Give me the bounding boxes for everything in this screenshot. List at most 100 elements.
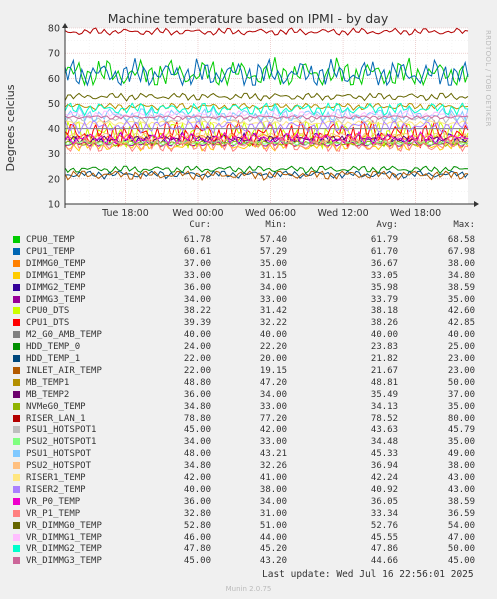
legend-avg-value: 52.76 — [370, 520, 398, 531]
legend-swatch — [13, 497, 20, 505]
legend-row: RISER2_TEMP 40.00 38.00 40.92 43.00 — [0, 484, 497, 496]
legend-avg-value: 21.67 — [370, 365, 398, 376]
legend-max-value: 67.98 — [447, 246, 475, 257]
legend-row: NVMeG0_TEMP 34.80 33.00 34.13 35.00 — [0, 401, 497, 413]
legend-cur-value: 40.00 — [183, 484, 211, 495]
legend-row: RISER1_TEMP 42.00 41.00 42.24 43.00 — [0, 472, 497, 484]
legend-avg-value: 48.81 — [370, 377, 398, 388]
legend-series-name: M2_G0_AMB_TEMP — [26, 330, 102, 341]
series-line — [64, 140, 469, 147]
legend-min-value: 77.20 — [259, 413, 287, 424]
legend-cur-value: 39.39 — [183, 318, 211, 329]
y-tick-label: 80 — [48, 24, 60, 35]
series-line — [64, 132, 469, 147]
legend-avg-value: 33.05 — [370, 270, 398, 281]
series-line — [64, 104, 469, 122]
legend-max-value: 40.00 — [447, 330, 475, 341]
legend-series-name: VR_DIMMG1_TEMP — [26, 532, 102, 543]
legend-avg-value: 34.13 — [370, 401, 398, 412]
legend-swatch — [13, 533, 20, 541]
legend-series-name: PSU2_HOTSPOT — [26, 461, 92, 472]
legend-cur-value: 36.00 — [183, 282, 211, 293]
legend-swatch — [13, 545, 20, 553]
legend-min-value: 31.42 — [259, 306, 287, 317]
legend-max-value: 38.00 — [447, 258, 475, 269]
legend-min-value: 33.00 — [259, 437, 287, 448]
legend-min-value: 42.00 — [259, 425, 287, 436]
legend-series-name: PSU2_HOTSPOT1 — [26, 437, 97, 448]
legend-min-value: 19.15 — [259, 365, 287, 376]
legend-swatch — [13, 438, 20, 446]
legend-min-value: 44.00 — [259, 532, 287, 543]
temperature-chart: Machine temperature based on IPMI - by d… — [4, 11, 492, 219]
legend-min-value: 40.00 — [259, 330, 287, 341]
legend-row: VR_DIMMG0_TEMP 52.80 51.00 52.76 54.00 — [0, 520, 497, 532]
legend-min-value: 41.00 — [259, 473, 287, 483]
legend-swatch — [13, 378, 20, 386]
legend-min-value: 32.22 — [259, 318, 287, 329]
series-line — [64, 115, 469, 121]
legend-swatch — [13, 402, 20, 410]
legend-row: DIMMG3_TEMP 34.00 33.00 33.79 35.00 — [0, 294, 497, 306]
legend-series-name: CPU0_DTS — [26, 306, 70, 317]
legend-swatch — [13, 509, 20, 517]
legend-series-name: PSU1_HOTSPOT — [26, 449, 92, 460]
legend-min-value: 31.00 — [259, 508, 287, 519]
legend-cur-value: 36.00 — [183, 496, 211, 507]
legend-row: MB_TEMP2 36.00 34.00 35.49 37.00 — [0, 389, 497, 401]
legend-max-value: 68.58 — [447, 235, 475, 245]
legend-min-value: 33.00 — [259, 294, 287, 305]
series-line — [64, 135, 469, 153]
legend-max-value: 38.00 — [447, 461, 475, 472]
legend-cur-value: 22.00 — [183, 354, 211, 364]
legend-max-value: 47.00 — [447, 532, 475, 543]
legend-swatch — [13, 474, 20, 481]
legend-series-name: RISER_LAN_1 — [26, 413, 86, 424]
legend-row: RISER_LAN_1 78.80 77.20 78.52 80.00 — [0, 413, 497, 425]
legend-series-name: VR_DIMMG3_TEMP — [26, 556, 102, 567]
legend-min-value: 34.00 — [259, 496, 287, 507]
legend-swatch — [13, 450, 20, 458]
legend-min-value: 34.00 — [259, 389, 287, 400]
series-line — [64, 120, 469, 127]
legend-avg-value: 78.52 — [370, 413, 398, 424]
legend-row: CPU1_TEMP 60.61 57.29 61.70 67.98 — [0, 246, 497, 258]
y-tick-labels: 10 20 30 40 50 60 70 80 — [48, 24, 60, 211]
legend-avg-value: 47.86 — [370, 544, 398, 555]
legend-swatch — [13, 414, 20, 422]
legend-row: PSU2_HOTSPOT 34.80 32.26 36.94 38.00 — [0, 460, 497, 472]
legend-row: CPU0_TEMP 61.78 57.40 61.79 68.58 — [0, 234, 497, 246]
legend-avg-value: 42.24 — [370, 473, 398, 483]
series-line — [64, 165, 469, 175]
y-tick-label: 20 — [48, 174, 60, 185]
y-tick-label: 70 — [48, 49, 60, 60]
legend-cur-value: 45.00 — [183, 556, 211, 567]
x-tick-label: Wed 12:00 — [318, 208, 369, 219]
legend-avg-value: 36.67 — [370, 258, 398, 269]
legend-avg-value: 43.63 — [370, 425, 398, 436]
legend-max-value: 37.00 — [447, 389, 475, 400]
legend-series-name: VR_DIMMG0_TEMP — [26, 520, 102, 531]
legend-max-value: 43.00 — [447, 484, 475, 495]
legend-cur-value: 24.00 — [183, 342, 211, 353]
legend-series-name: DIMMG2_TEMP — [26, 282, 86, 293]
legend-series-name: RISER2_TEMP — [26, 484, 86, 495]
legend-swatch — [13, 247, 20, 255]
legend-swatch — [13, 236, 20, 243]
last-update: Last update: Wed Jul 16 22:56:01 2025 — [262, 569, 474, 580]
legend-avg-value: 36.05 — [370, 496, 398, 507]
legend-min-value: 22.20 — [259, 342, 287, 353]
legend-max-value: 42.85 — [447, 318, 475, 329]
legend-cur-value: 34.80 — [183, 461, 211, 472]
legend-avg-value: 35.49 — [370, 389, 398, 400]
legend-row: M2_G0_AMB_TEMP 40.00 40.00 40.00 40.00 — [0, 329, 497, 341]
legend-avg-value: 34.48 — [370, 437, 398, 448]
legend-max-value: 50.00 — [447, 544, 475, 555]
col-header-avg: Avg: — [376, 220, 398, 230]
legend-series-name: DIMMG1_TEMP — [26, 270, 86, 281]
legend-avg-value: 40.00 — [370, 330, 398, 341]
y-tick-label: 50 — [48, 99, 60, 110]
legend-avg-value: 45.33 — [370, 449, 398, 460]
legend-avg-value: 40.92 — [370, 484, 398, 495]
legend-min-value: 38.00 — [259, 484, 287, 495]
